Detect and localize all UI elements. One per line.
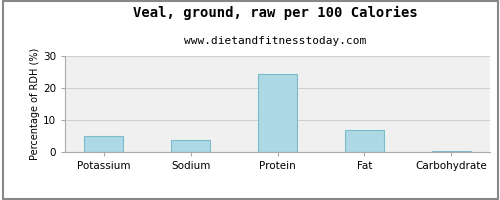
Text: Veal, ground, raw per 100 Calories: Veal, ground, raw per 100 Calories xyxy=(132,6,418,20)
Bar xyxy=(345,130,384,152)
Y-axis label: Percentage of RDH (%): Percentage of RDH (%) xyxy=(30,48,40,160)
Bar xyxy=(258,74,297,152)
Bar xyxy=(432,151,470,152)
Text: www.dietandfitnesstoday.com: www.dietandfitnesstoday.com xyxy=(184,36,366,46)
Bar xyxy=(171,140,210,152)
Bar xyxy=(84,136,124,152)
